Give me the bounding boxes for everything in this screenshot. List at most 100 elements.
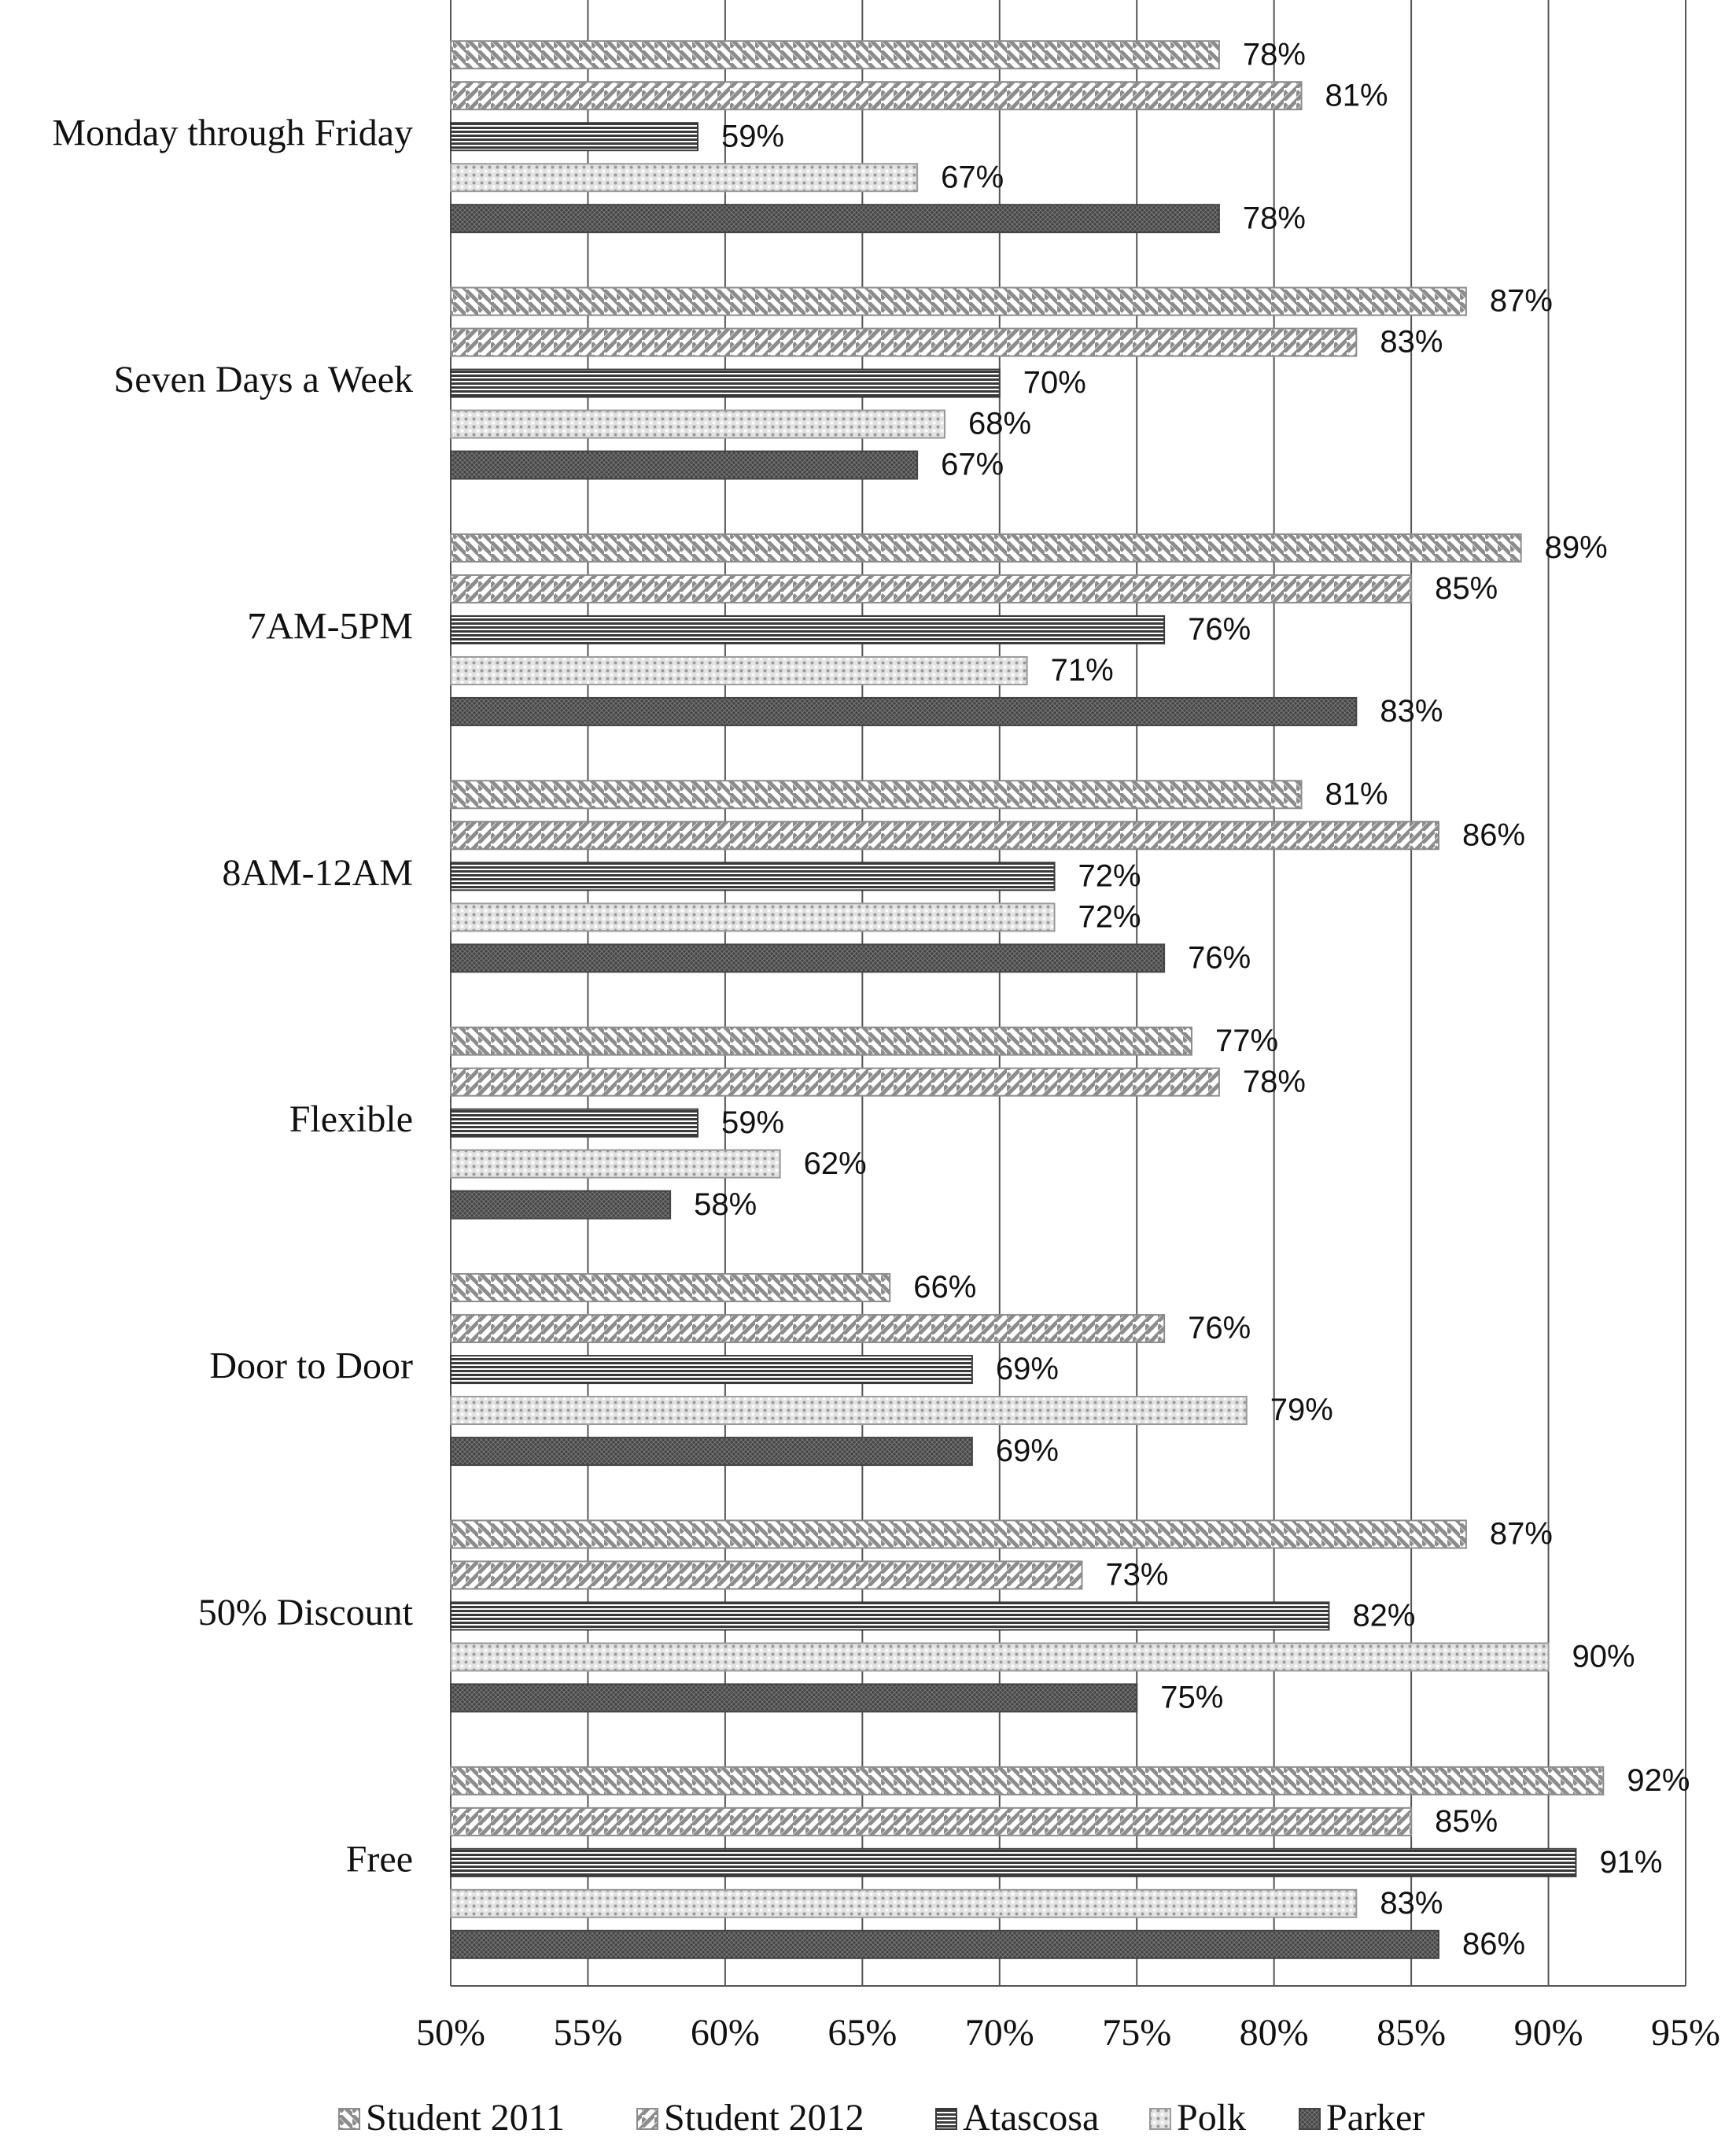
y-tick-label: 7AM-5PM — [247, 605, 413, 647]
y-tick-label: Seven Days a Week — [114, 359, 413, 400]
bar — [450, 450, 919, 480]
x-tick-label: 55% — [553, 2012, 622, 2054]
data-label: 83% — [1380, 694, 1443, 729]
bar — [450, 163, 919, 193]
x-tick-label: 70% — [965, 2012, 1034, 2054]
data-label: 91% — [1599, 1845, 1662, 1880]
bar — [450, 40, 1220, 70]
data-label: 87% — [1490, 284, 1553, 319]
bar — [450, 1642, 1550, 1672]
data-label: 79% — [1270, 1393, 1333, 1427]
x-tick-label: 75% — [1102, 2012, 1171, 2054]
bar — [450, 1314, 1166, 1344]
bar — [450, 1601, 1330, 1631]
data-label: 82% — [1352, 1599, 1415, 1633]
legend-label: Parker — [1326, 2097, 1425, 2139]
data-label: 85% — [1435, 571, 1498, 606]
y-tick-label: Monday through Friday — [52, 113, 413, 154]
y-tick-label: 50% Discount — [198, 1592, 414, 1633]
legend-swatch — [1149, 2108, 1171, 2130]
legend-label: Atascosa — [963, 2097, 1099, 2139]
data-label: 59% — [721, 119, 784, 153]
data-label: 89% — [1545, 530, 1608, 565]
data-label: 76% — [1188, 1311, 1251, 1345]
x-tick-label: 65% — [827, 2012, 897, 2054]
bar — [450, 1519, 1467, 1549]
bar — [450, 902, 1056, 932]
bar — [450, 574, 1413, 603]
bar — [450, 1437, 973, 1467]
data-label: 58% — [694, 1187, 757, 1222]
data-label: 86% — [1462, 1927, 1525, 1962]
y-tick-label: Door to Door — [209, 1345, 413, 1387]
data-label: 85% — [1435, 1804, 1498, 1839]
bar — [450, 122, 698, 152]
bar — [450, 1067, 1220, 1097]
bar — [450, 1355, 973, 1385]
x-tick-label: 80% — [1240, 2012, 1309, 2054]
bar — [450, 1560, 1083, 1590]
data-label: 76% — [1188, 612, 1251, 647]
bar — [450, 286, 1467, 316]
bar — [450, 1888, 1358, 1918]
x-tick-label: 95% — [1651, 2012, 1720, 2054]
bar — [450, 943, 1166, 973]
bar — [450, 1766, 1605, 1796]
data-label: 83% — [1380, 325, 1443, 360]
bar — [450, 327, 1358, 357]
data-label: 72% — [1078, 899, 1141, 934]
data-label: 78% — [1243, 1065, 1306, 1099]
data-label: 66% — [913, 1270, 976, 1305]
data-label: 76% — [1188, 940, 1251, 975]
data-label: 90% — [1572, 1640, 1635, 1674]
bar — [450, 409, 945, 439]
bar — [450, 1149, 781, 1179]
bar — [450, 821, 1439, 851]
legend-label: Polk — [1177, 2097, 1246, 2139]
data-label: 86% — [1462, 817, 1525, 852]
data-label: 78% — [1243, 201, 1306, 235]
x-tick-label: 85% — [1377, 2012, 1446, 2054]
bar — [450, 1929, 1439, 1959]
bar — [450, 1190, 672, 1220]
data-label: 67% — [941, 448, 1004, 482]
data-label: 83% — [1380, 1886, 1443, 1921]
bar — [450, 533, 1522, 563]
legend-label: Student 2011 — [366, 2097, 565, 2139]
data-label: 77% — [1215, 1024, 1278, 1058]
data-label: 72% — [1078, 858, 1141, 893]
x-tick-label: 60% — [691, 2012, 760, 2054]
data-label: 68% — [968, 407, 1031, 441]
y-tick-label: 8AM-12AM — [222, 852, 413, 894]
data-label: 59% — [721, 1105, 784, 1140]
bar — [450, 1683, 1138, 1713]
bar — [450, 1273, 891, 1303]
y-tick-label: Flexible — [289, 1098, 413, 1140]
bar — [450, 368, 1001, 398]
data-label: 67% — [941, 160, 1004, 194]
bar — [450, 1108, 698, 1138]
x-tick-label: 50% — [416, 2012, 485, 2054]
data-label: 62% — [804, 1146, 867, 1181]
data-label: 92% — [1627, 1763, 1690, 1798]
bar — [450, 204, 1220, 234]
legend-swatch — [935, 2108, 957, 2130]
bar — [450, 1807, 1413, 1836]
x-tick-label: 90% — [1514, 2012, 1583, 2054]
data-label: 78% — [1243, 37, 1306, 72]
legend-label: Student 2012 — [664, 2097, 864, 2139]
bar — [450, 655, 1028, 685]
bar — [450, 615, 1166, 644]
data-label: 87% — [1490, 1517, 1553, 1552]
bar — [450, 1396, 1248, 1426]
bar — [450, 1026, 1192, 1056]
legend-swatch — [338, 2108, 360, 2130]
y-tick-label: Free — [346, 1838, 413, 1880]
data-label: 69% — [996, 1434, 1059, 1468]
bar — [450, 81, 1303, 111]
legend-swatch — [1299, 2108, 1321, 2130]
bar — [450, 862, 1056, 891]
bar — [450, 696, 1358, 726]
